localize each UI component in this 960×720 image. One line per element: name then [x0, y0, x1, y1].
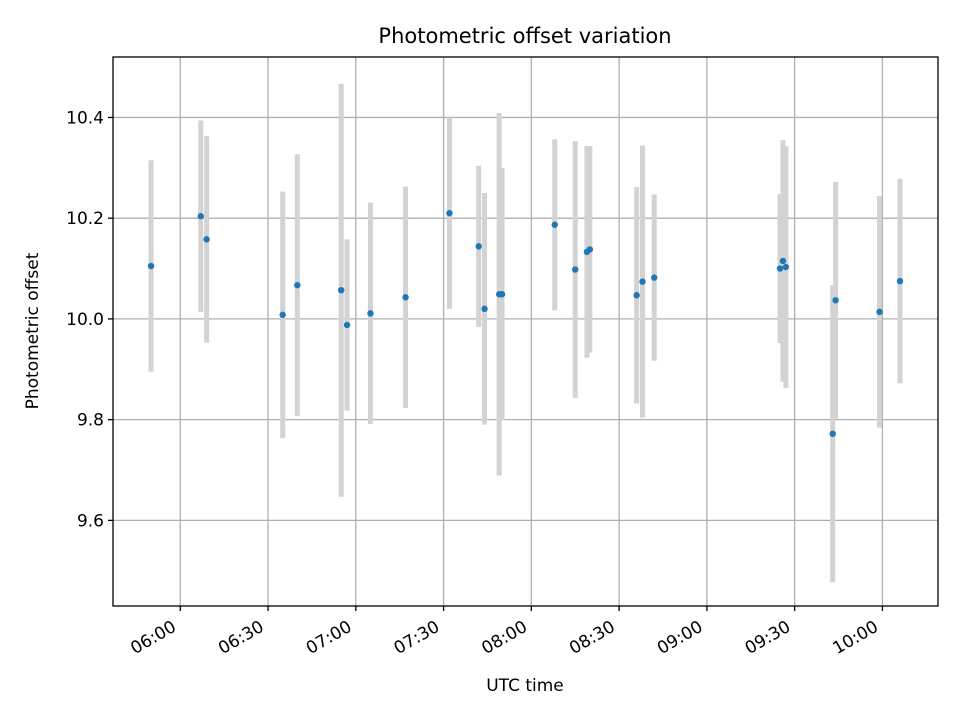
data-point — [779, 257, 787, 265]
data-point — [337, 286, 345, 294]
data-point — [343, 321, 351, 329]
data-point — [639, 278, 646, 285]
x-tick-label: 09:30 — [742, 617, 794, 659]
y-tick-label: 9.8 — [77, 411, 104, 431]
data-point — [896, 277, 904, 285]
x-axis-ticks: 06:00 06:30 07:00 07:30 08:00 08:30 09:00 09:30… — [127, 606, 884, 659]
data-point — [481, 305, 488, 313]
plot-frame — [112, 56, 939, 607]
y-tick-label: 10.2 — [66, 209, 104, 229]
data-point — [876, 308, 883, 316]
y-axis-ticks: 9.6 9.8 10.0 10.2 10.4 — [66, 108, 113, 531]
data-point — [498, 291, 506, 298]
data-point — [402, 294, 409, 301]
x-tick-label: 10:00 — [829, 617, 881, 659]
y-tick-label: 10.0 — [66, 310, 104, 330]
x-tick-label: 07:30 — [391, 617, 443, 659]
data-point — [367, 310, 374, 317]
data-point — [551, 221, 558, 228]
y-tick-label: 9.6 — [77, 511, 104, 531]
data-point — [651, 274, 658, 281]
data-point — [832, 297, 839, 304]
data-point — [776, 265, 784, 272]
chart-title: Photometric offset variation — [378, 24, 671, 48]
data-point — [147, 262, 155, 270]
data-point — [279, 311, 286, 319]
data-point — [829, 430, 836, 437]
x-tick-label: 07:00 — [303, 617, 355, 659]
data-point — [586, 246, 594, 253]
x-tick-label: 09:00 — [654, 617, 706, 659]
data-point — [294, 281, 301, 289]
y-tick-label: 10.4 — [66, 108, 104, 128]
error-bars — [148, 83, 903, 583]
data-point — [475, 243, 482, 250]
data-point — [633, 292, 640, 299]
data-points — [147, 209, 904, 437]
y-axis-label: Photometric offset — [23, 252, 43, 409]
data-point — [782, 263, 790, 271]
x-axis-label: UTC time — [486, 676, 564, 696]
data-point — [203, 236, 210, 243]
x-tick-label: 06:30 — [215, 617, 267, 659]
x-tick-label: 06:00 — [127, 617, 179, 659]
grid — [113, 57, 938, 606]
x-tick-label: 08:30 — [566, 617, 618, 659]
data-point — [446, 209, 453, 217]
data-point — [572, 266, 579, 273]
x-tick-label: 08:00 — [478, 617, 530, 659]
data-point — [197, 212, 204, 220]
